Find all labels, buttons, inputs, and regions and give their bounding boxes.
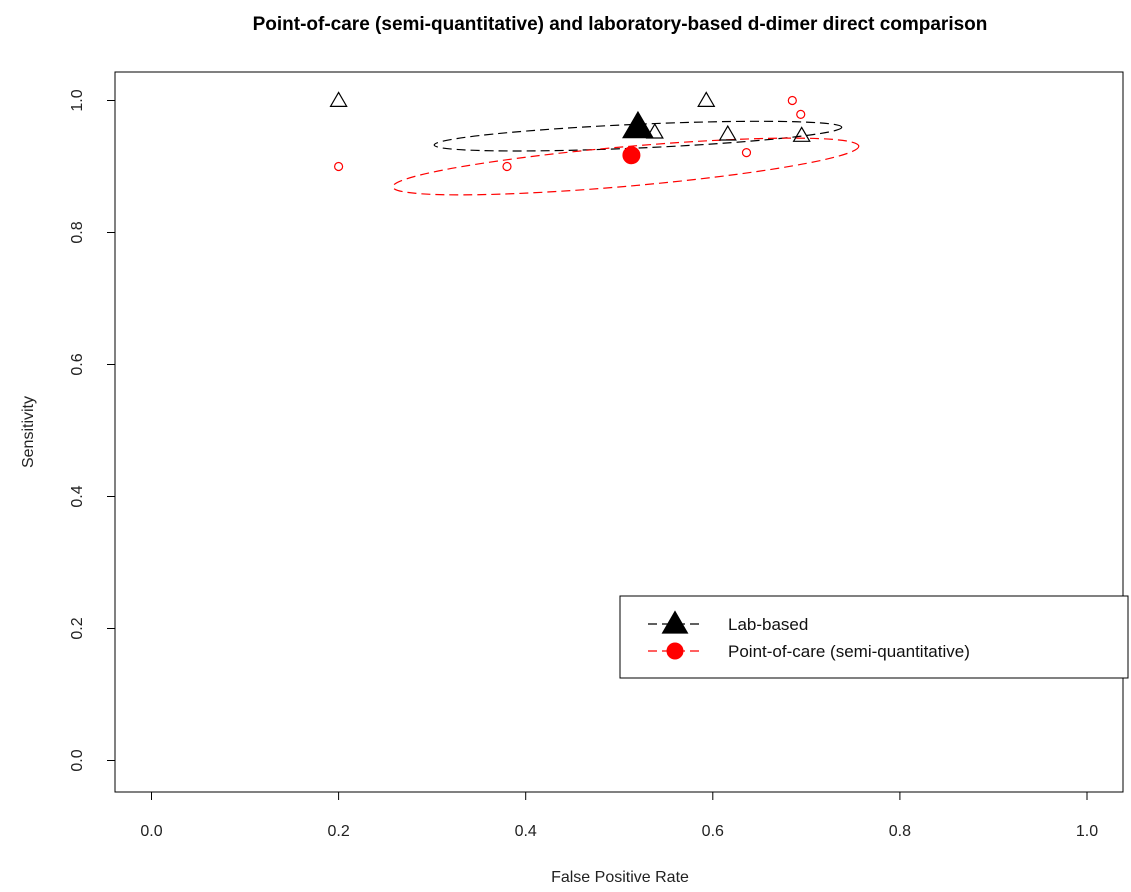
x-tick-label: 0.2 <box>327 823 349 840</box>
poc-study-point <box>334 161 344 172</box>
poc-study-point <box>741 148 752 158</box>
x-tick-label: 0.4 <box>515 823 537 840</box>
y-tick-label: 0.4 <box>69 485 86 507</box>
x-tick-label: 0.8 <box>889 823 911 840</box>
poc-study-point <box>502 161 512 172</box>
lab-study-point <box>329 91 348 107</box>
confidence-ellipse-poc <box>392 137 860 196</box>
plot-frame <box>114 71 1124 793</box>
y-tick-label: 1.0 <box>69 89 86 111</box>
data-points <box>329 91 811 172</box>
legend-label-lab: Lab-based <box>728 615 808 634</box>
chart-title: Point-of-care (semi-quantitative) and la… <box>253 14 988 35</box>
y-tick-label: 0.0 <box>69 749 86 771</box>
lab-summary-point <box>622 110 654 139</box>
y-tick-label: 0.2 <box>69 617 86 639</box>
legend-marker-lab <box>661 610 689 634</box>
x-tick-label: 1.0 <box>1076 823 1098 840</box>
x-axis-label: False Positive Rate <box>551 869 689 886</box>
y-axis: 0.0 0.2 0.4 0.6 0.8 1.0 <box>69 89 116 772</box>
lab-study-point <box>697 91 716 107</box>
x-tick-label: 0.0 <box>140 823 162 840</box>
x-axis: 0.0 0.2 0.4 0.6 0.8 1.0 <box>140 791 1098 840</box>
y-tick-label: 0.6 <box>69 353 86 375</box>
legend-marker-poc <box>666 642 684 660</box>
lab-study-point <box>792 126 811 142</box>
poc-summary-point <box>622 146 641 165</box>
confidence-regions <box>392 120 860 196</box>
poc-study-point <box>787 95 797 106</box>
poc-study-point <box>796 109 806 119</box>
legend: Lab-based Point-of-care (semi-quantitativ… <box>619 595 1129 679</box>
lab-study-point <box>645 122 664 139</box>
y-tick-label: 0.8 <box>69 221 86 243</box>
lab-study-point <box>718 124 737 141</box>
legend-box <box>619 595 1129 679</box>
y-axis-label: Sensitivity <box>20 396 37 468</box>
confidence-ellipse-lab <box>433 120 843 152</box>
x-tick-label: 0.6 <box>702 823 724 840</box>
legend-label-poc: Point-of-care (semi-quantitative) <box>728 642 970 661</box>
